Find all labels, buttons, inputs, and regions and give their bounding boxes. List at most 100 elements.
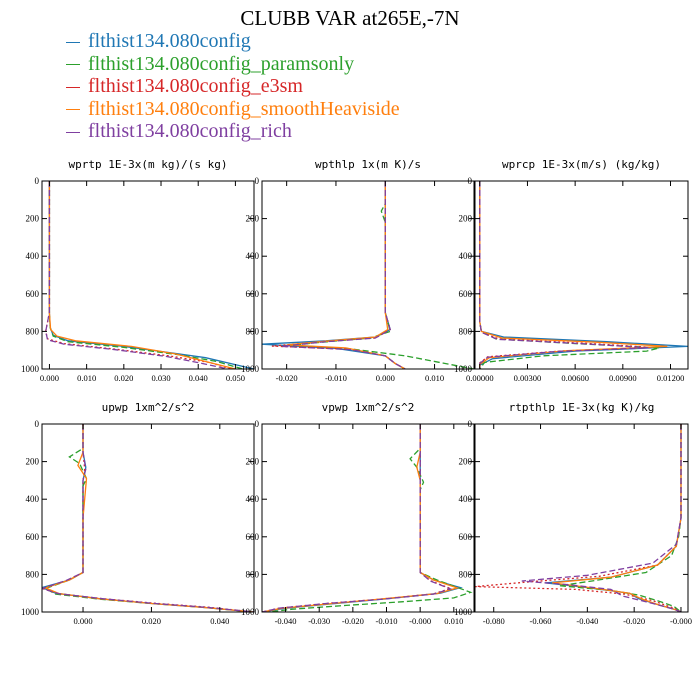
series-line-3 [48, 181, 236, 369]
x-tick-label: 0.010 [77, 373, 96, 383]
y-tick-label: 400 [246, 494, 260, 504]
series-line-2 [45, 181, 232, 369]
series-line-4 [262, 424, 453, 612]
plot-frame [474, 180, 689, 370]
panel-vpwp: vpwp 1xm^2/s^2 0 200 400 600 800 1000 -0.040 -0.… [241, 401, 475, 626]
x-tick-label: 0.000 [40, 373, 59, 383]
series-line-1 [43, 424, 254, 612]
plot-frame [474, 423, 689, 613]
series-line-3 [43, 424, 254, 612]
plot-frame [41, 180, 255, 370]
legend-item: flthist134.080config_e3sm [66, 75, 400, 98]
series-line-3 [262, 424, 460, 612]
y-tick-label: 200 [459, 214, 473, 224]
y-tick-label: 800 [26, 326, 40, 336]
y-tick-label: 1000 [21, 607, 40, 617]
series-line-1 [559, 424, 682, 612]
x-tick-label: 0.020 [142, 616, 161, 626]
legend: flthist134.080config flthist134.080confi… [66, 30, 400, 143]
y-tick-label: 1000 [454, 364, 473, 374]
legend-item: flthist134.080config_smoothHeaviside [66, 98, 400, 121]
x-tick-label: -0.020 [342, 616, 364, 626]
y-tick-label: 200 [246, 214, 260, 224]
panel-title: vpwp 1xm^2/s^2 [322, 401, 415, 414]
legend-swatch [66, 86, 80, 88]
y-tick-label: 400 [459, 251, 473, 261]
y-tick-label: 200 [459, 457, 473, 467]
y-tick-label: 1000 [241, 364, 260, 374]
y-tick-label: 0 [255, 419, 260, 429]
y-tick-label: 600 [246, 289, 260, 299]
panel-upwp: upwp 1xm^2/s^2 0 200 400 600 800 1000 0.000 0.02… [21, 401, 255, 626]
panel-rtpthlp: rtpthlp 1E-3x(kg K)/kg02004006008001000-… [454, 401, 692, 626]
y-tick-label: 200 [26, 457, 40, 467]
x-tick-label: -0.030 [308, 616, 330, 626]
panel-wprcp: wprcp 1E-3x(m/s) (kg/kg) 0 200 400 600 800 100… [454, 158, 689, 383]
series-line-0 [479, 181, 688, 369]
y-tick-label: 600 [246, 532, 260, 542]
y-tick-label: 1000 [241, 607, 260, 617]
series-line-0 [42, 424, 254, 612]
x-tick-label: -0.000 [409, 616, 431, 626]
legend-label: flthist134.080config [88, 30, 251, 52]
y-tick-label: 800 [459, 569, 473, 579]
x-tick-label: -0.040 [275, 616, 297, 626]
panel-wpthlp: wpthlp 1x(m K)/s 0 200 400 600 800 1000 -0.020 -… [241, 158, 475, 383]
x-tick-label: -0.040 [576, 616, 598, 626]
x-tick-label: 0.00600 [561, 373, 589, 383]
y-tick-label: 0 [255, 176, 260, 186]
x-tick-label: 0.01200 [657, 373, 685, 383]
x-tick-label: -0.000 [670, 616, 692, 626]
y-tick-label: 400 [26, 494, 40, 504]
series-line-4 [521, 424, 682, 612]
series-line-4 [479, 181, 649, 369]
series-line-0 [545, 424, 682, 612]
plot-frame [41, 423, 255, 613]
legend-label: flthist134.080config_smoothHeaviside [88, 97, 400, 120]
x-tick-label: 0.010 [425, 373, 444, 383]
x-tick-label: 0.030 [151, 373, 170, 383]
panel-title: wpthlp 1x(m K)/s [315, 158, 421, 171]
series-line-4 [42, 424, 254, 612]
x-tick-label: -0.060 [530, 616, 552, 626]
series-line-4 [45, 181, 229, 369]
y-tick-label: 400 [246, 251, 260, 261]
panel-title: rtpthlp 1E-3x(kg K)/kg [509, 401, 655, 414]
y-tick-label: 800 [26, 569, 40, 579]
x-tick-label: 0.000 [73, 616, 92, 626]
series-line-3 [479, 181, 668, 369]
x-tick-label: 0.00300 [514, 373, 542, 383]
x-tick-label: 0.040 [189, 373, 208, 383]
series-line-4 [281, 181, 406, 369]
y-tick-label: 0 [35, 176, 40, 186]
x-tick-label: 0.010 [444, 616, 463, 626]
legend-label: flthist134.080config_e3sm [88, 75, 303, 97]
y-tick-label: 1000 [454, 607, 473, 617]
x-tick-label: -0.020 [276, 373, 298, 383]
x-tick-label: 0.040 [210, 616, 229, 626]
legend-swatch [66, 109, 80, 111]
series-line-1 [268, 424, 473, 612]
plot-frame [261, 423, 475, 613]
legend-swatch [66, 64, 80, 66]
series-line-3 [286, 181, 406, 369]
x-tick-label: 0.00000 [466, 373, 494, 383]
y-tick-label: 400 [26, 251, 40, 261]
legend-item: flthist134.080config_paramsonly [66, 53, 400, 76]
y-tick-label: 1000 [21, 364, 40, 374]
x-tick-label: -0.010 [376, 616, 398, 626]
series-line-2 [262, 424, 453, 612]
x-tick-label: 0.00900 [609, 373, 637, 383]
x-tick-label: 0.000 [376, 373, 395, 383]
legend-swatch [66, 131, 80, 133]
x-tick-label: -0.080 [483, 616, 505, 626]
panel-title: upwp 1xm^2/s^2 [102, 401, 195, 414]
legend-label: flthist134.080config_paramsonly [88, 52, 355, 75]
series-line-2 [475, 424, 682, 612]
y-tick-label: 800 [246, 326, 260, 336]
legend-label: flthist134.080config_rich [88, 120, 292, 142]
y-tick-label: 600 [459, 289, 473, 299]
plot-frame [261, 180, 475, 370]
